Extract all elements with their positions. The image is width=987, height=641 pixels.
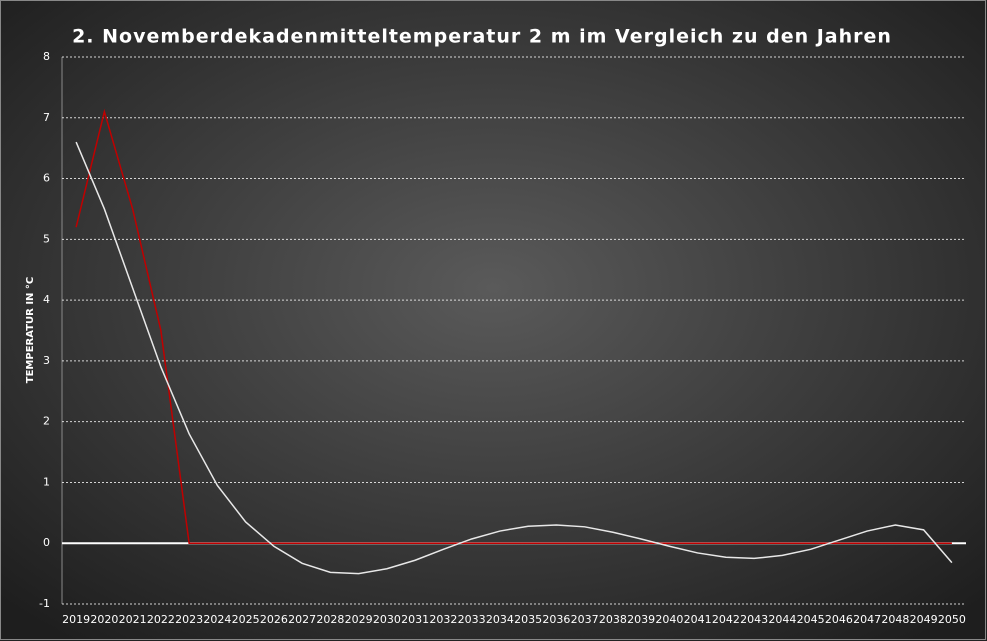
x-tick-label: 2029 [345,613,373,626]
x-tick-label: 2030 [373,613,401,626]
chart-title: 2. Novemberdekadenmitteltemperatur 2 m i… [72,26,892,48]
y-tick-label: 2 [43,415,50,428]
x-tick-label: 2038 [599,613,627,626]
x-tick-label: 2032 [429,613,457,626]
y-tick-label: 3 [43,354,50,367]
x-tick-label: 2022 [147,613,175,626]
x-tick-label: 2048 [881,613,909,626]
x-tick-label: 2033 [458,613,486,626]
x-tick-label: 2021 [119,613,147,626]
x-tick-label: 2037 [571,613,599,626]
x-tick-label: 2050 [938,613,966,626]
y-tick-label: 8 [43,50,50,63]
x-tick-label: 2023 [175,613,203,626]
y-axis-label: TEMPERATUR IN °C [25,277,36,383]
data-line [75,141,953,575]
x-tick-label: 2020 [90,613,118,626]
y-tick-label: -1 [39,597,50,610]
x-tick-label: 2042 [712,613,740,626]
x-tick-label: 2044 [768,613,796,626]
x-tick-label: 2019 [62,613,90,626]
x-tick-label: 2026 [260,613,288,626]
y-tick-label: 4 [43,293,50,306]
x-tick-label: 2043 [740,613,768,626]
x-tick-label: 2046 [825,613,853,626]
x-tick-label: 2031 [401,613,429,626]
y-tick-label: 1 [43,475,50,488]
x-tick-label: 2025 [232,613,260,626]
y-tick-label: 7 [43,111,50,124]
y-tick-label: 5 [43,232,50,245]
x-tick-label: 2028 [316,613,344,626]
x-tick-label: 2040 [655,613,683,626]
y-tick-label: 0 [43,536,50,549]
x-tick-label: 2035 [514,613,542,626]
data-line [75,108,952,544]
y-tick-label: 6 [43,172,50,185]
x-tick-label: 2041 [684,613,712,626]
x-tick-label: 2036 [542,613,570,626]
x-tick-label: 2047 [853,613,881,626]
x-tick-label: 2024 [203,613,231,626]
x-tick-label: 2034 [486,613,514,626]
x-tick-label: 2039 [627,613,655,626]
x-tick-label: 2027 [288,613,316,626]
x-tick-label: 2049 [910,613,938,626]
x-tick-label: 2045 [797,613,825,626]
